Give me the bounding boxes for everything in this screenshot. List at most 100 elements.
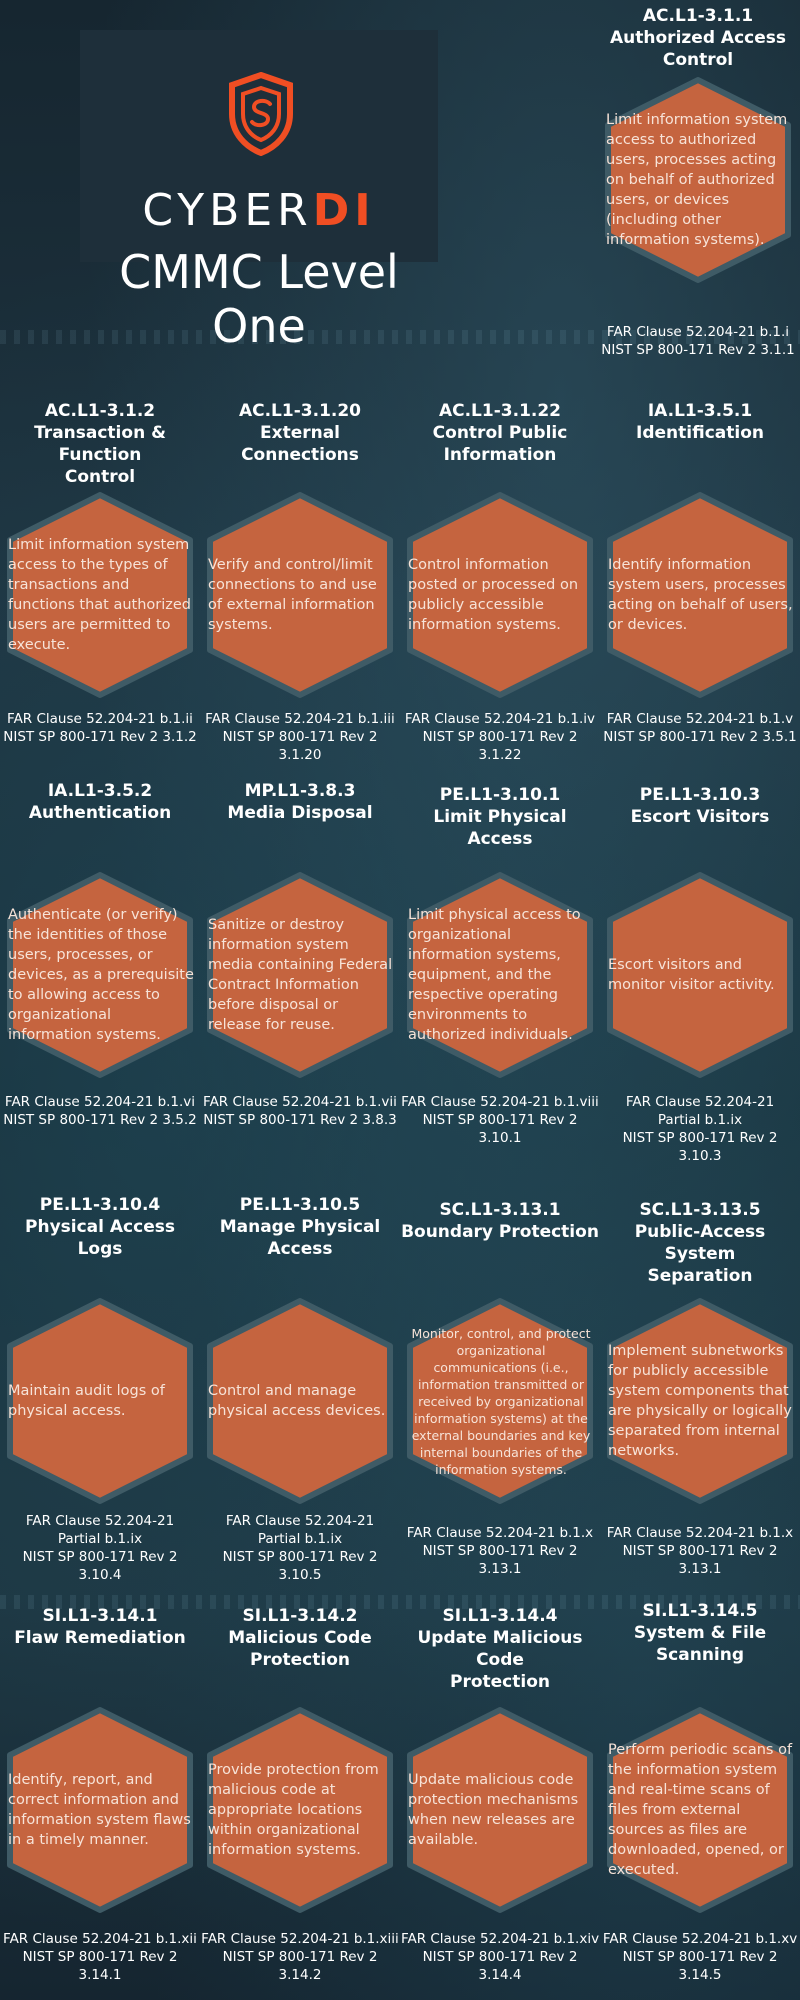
reference-line: NIST SP 800-171 Rev 2 3.14.4 — [422, 1949, 578, 1983]
control-name: System & File Scanning — [633, 1623, 767, 1665]
reference-line: Partial b.1.ix — [257, 1531, 343, 1547]
reference-line: FAR Clause 52.204-21 b.1.xiii — [201, 1931, 399, 1947]
control-description-text: Maintain audit logs of physical access. — [8, 1383, 165, 1419]
control-name: Escort Visitors — [630, 807, 770, 827]
control-name: Authorized Access — [610, 28, 786, 48]
control-description-text: Limit information system access to autho… — [606, 112, 788, 248]
control-name: Authentication — [28, 803, 172, 823]
control-references: FAR Clause 52.204-21 Partial b.1.ix NIST S… — [200, 1512, 400, 1584]
hexagon-shape — [607, 492, 793, 698]
control-references: FAR Clause 52.204-21 b.1.x NIST SP 800-17… — [600, 1524, 800, 1578]
hexagon-shape — [207, 1298, 393, 1504]
logo-panel: CYBERDI — [80, 30, 438, 262]
reference-line: FAR Clause 52.204-21 b.1.vi — [4, 1094, 196, 1110]
control-heading: PE.L1-3.10.5 Manage Physical Access — [200, 1194, 400, 1260]
control-description-text: Limit physical access to organizational … — [408, 907, 581, 1043]
control-description-text: Authenticate (or verify) the identities … — [8, 907, 194, 1043]
control-code: SC.L1-3.13.1 — [439, 1200, 561, 1220]
reference-line: NIST SP 800-171 Rev 2 3.10.3 — [622, 1130, 778, 1164]
control-name: Physical Access Logs — [25, 1217, 175, 1259]
control-heading: MP.L1-3.8.3 Media Disposal — [200, 780, 400, 824]
logo-text-cyber: CYBER — [142, 185, 313, 236]
control-code: SI.L1-3.14.2 — [242, 1606, 358, 1626]
control-description: Identify, report, and correct informatio… — [8, 1735, 194, 1885]
hexagon-card: Maintain audit logs of physical access. — [0, 1296, 200, 1506]
control-description-text: Control information posted or processed … — [408, 557, 579, 633]
control-description: Implement subnetworks for publicly acces… — [608, 1326, 794, 1476]
hexagon-shape — [207, 492, 393, 698]
control-name: Boundary Protection — [401, 1222, 599, 1242]
background-pattern — [0, 330, 800, 344]
control-references: FAR Clause 52.204-21 Partial b.1.ix NIST S… — [600, 1093, 800, 1165]
hexagon-card: Perform periodic scans of the informatio… — [600, 1705, 800, 1915]
reference-line: FAR Clause 52.204-21 b.1.xiv — [400, 1931, 600, 1947]
control-name: Information — [443, 445, 557, 465]
reference-line: FAR Clause 52.204-21 b.1.vii — [203, 1094, 397, 1110]
control-description: Perform periodic scans of the informatio… — [608, 1730, 794, 1890]
control-name: Malicious Code — [228, 1628, 372, 1648]
hexagon-shape — [207, 872, 393, 1078]
logo-wordmark: CYBERDI — [80, 185, 438, 236]
page-title: CMMC Level One — [119, 245, 399, 353]
control-heading: IA.L1-3.5.1 Identification — [600, 400, 800, 444]
control-references: FAR Clause 52.204-21 Partial b.1.ix NIST S… — [0, 1512, 200, 1584]
hexagon-card: Monitor, control, and protect organizati… — [400, 1296, 600, 1506]
hexagon-shape — [7, 1707, 193, 1913]
control-heading: AC.L1-3.1.22 Control Public Information — [400, 400, 600, 466]
control-references: FAR Clause 52.204-21 b.1.i NIST SP 800-17… — [598, 323, 798, 359]
control-heading: AC.L1-3.1.1 Authorized Access Control — [598, 5, 798, 71]
control-references: FAR Clause 52.204-21 b.1.v NIST SP 800-17… — [600, 710, 800, 746]
hexagon-card: Identify information system users, proce… — [600, 490, 800, 700]
hexagon-shape — [607, 872, 793, 1078]
control-name: Protection — [250, 1650, 350, 1670]
reference-line: NIST SP 800-171 Rev 2 3.14.2 — [222, 1949, 378, 1983]
hexagon-card: Identify, report, and correct informatio… — [0, 1705, 200, 1915]
control-references: FAR Clause 52.204-21 b.1.iv NIST SP 800-1… — [400, 710, 600, 764]
hexagon-shape — [207, 1707, 393, 1913]
control-heading: SI.L1-3.14.1 Flaw Remediation — [0, 1605, 200, 1649]
control-heading: AC.L1-3.1.2 Transaction & Function Control — [0, 400, 200, 488]
reference-line: NIST SP 800-171 Rev 2 3.5.1 — [603, 729, 797, 745]
control-name: Manage Physical — [219, 1217, 381, 1237]
control-code: SI.L1-3.14.4 — [442, 1606, 558, 1626]
hexagon-card: Limit information system access to the t… — [0, 490, 200, 700]
control-code: SI.L1-3.14.1 — [42, 1606, 158, 1626]
control-description: Limit information system access to the t… — [8, 520, 194, 670]
reference-line: FAR Clause 52.204-21 b.1.iii — [205, 711, 395, 727]
control-name: Identification — [636, 423, 764, 443]
control-description: Maintain audit logs of physical access. — [8, 1326, 194, 1476]
hexagon-card: Control information posted or processed … — [400, 490, 600, 700]
control-name: Limit Physical Access — [433, 807, 567, 849]
reference-line: NIST SP 800-171 Rev 2 3.5.2 — [3, 1112, 197, 1128]
control-name: External Connections — [241, 423, 359, 465]
control-description: Update malicious code protection mechani… — [408, 1735, 594, 1885]
hexagon-shape — [605, 77, 791, 283]
reference-line: FAR Clause 52.204-21 — [625, 1094, 775, 1110]
control-description: Verify and control/limit connections to … — [208, 520, 394, 670]
control-code: AC.L1-3.1.22 — [438, 401, 562, 421]
reference-line: NIST SP 800-171 Rev 2 3.1.1 — [601, 342, 795, 358]
control-name: Public-Access System — [634, 1222, 766, 1264]
control-references: FAR Clause 52.204-21 b.1.iii NIST SP 800-… — [200, 710, 400, 764]
hexagon-card: Update malicious code protection mechani… — [400, 1705, 600, 1915]
control-heading: SI.L1-3.14.5 System & File Scanning — [600, 1600, 800, 1666]
reference-line: FAR Clause 52.204-21 b.1.v — [606, 711, 794, 727]
reference-line: FAR Clause 52.204-21 — [25, 1513, 175, 1529]
control-heading: SI.L1-3.14.4 Update Malicious Code Protect… — [400, 1605, 600, 1693]
control-references: FAR Clause 52.204-21 b.1.viii NIST SP 800… — [400, 1093, 600, 1147]
reference-line: FAR Clause 52.204-21 b.1.iv — [404, 711, 596, 727]
control-description: Monitor, control, and protect organizati… — [408, 1311, 594, 1491]
control-description: Limit information system access to autho… — [606, 105, 792, 255]
control-references: FAR Clause 52.204-21 b.1.xiii NIST SP 800… — [200, 1930, 400, 1984]
hexagon-card: Sanitize or destroy information system m… — [200, 870, 400, 1080]
control-references: FAR Clause 52.204-21 b.1.vii NIST SP 800-… — [200, 1093, 400, 1129]
control-description-text: Escort visitors and monitor visitor acti… — [608, 957, 775, 993]
reference-line: NIST SP 800-171 Rev 2 3.10.4 — [22, 1549, 178, 1583]
reference-line: FAR Clause 52.204-21 b.1.x — [406, 1525, 594, 1541]
hexagon-card: Implement subnetworks for publicly acces… — [600, 1296, 800, 1506]
control-description-text: Control and manage physical access devic… — [208, 1383, 386, 1419]
control-description-text: Monitor, control, and protect organizati… — [411, 1325, 591, 1477]
reference-line: FAR Clause 52.204-21 — [225, 1513, 375, 1529]
hexagon-shape — [407, 872, 593, 1078]
control-name: Transaction & Function — [34, 423, 166, 465]
